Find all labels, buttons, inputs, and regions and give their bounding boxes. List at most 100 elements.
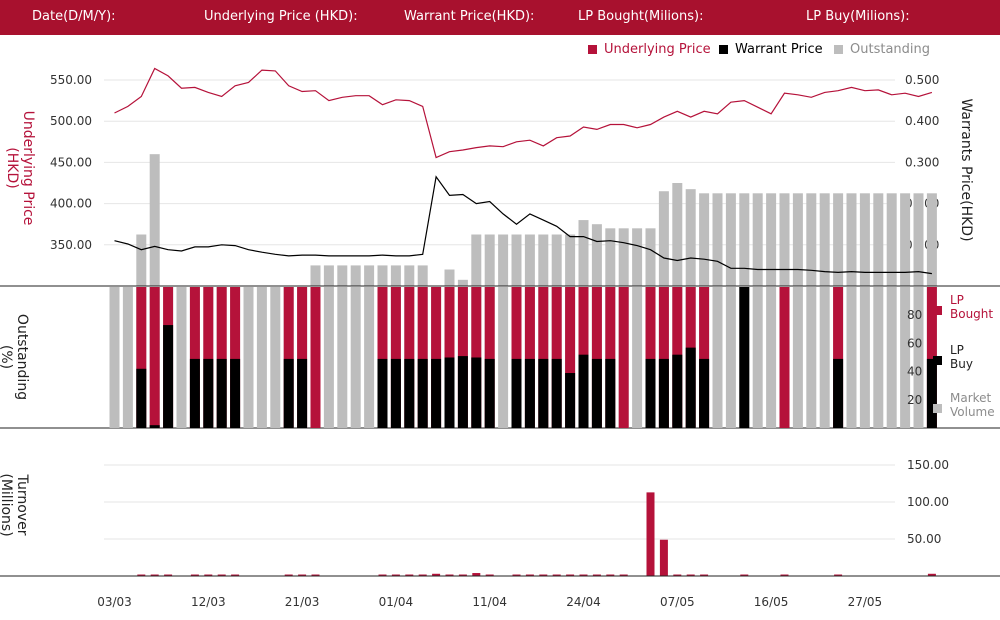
legend-outstanding-swatch — [834, 45, 843, 54]
market-volume-bar — [886, 287, 897, 428]
x-tick-label: 24/04 — [566, 595, 601, 609]
legend-warrant[interactable]: Warrant Price — [719, 42, 823, 57]
x-tick-label: 11/04 — [472, 595, 507, 609]
turnover-bar — [659, 539, 668, 576]
legend-warrant-swatch — [719, 45, 728, 54]
lp-bought-bar — [203, 287, 214, 428]
market-volume-bar — [256, 287, 267, 428]
turnover-bar — [606, 574, 615, 576]
outstanding-legend-label: Market — [950, 391, 992, 405]
lp-buy-bar — [699, 358, 710, 428]
turnover-bar — [391, 574, 400, 576]
left-tick-label: 350.00 — [50, 238, 92, 252]
left-axis-label-line2: (HKD) — [4, 147, 20, 188]
outstanding-bar — [404, 265, 415, 286]
outstanding-bar — [806, 193, 817, 286]
market-volume-bar — [364, 287, 375, 428]
market-volume-bar — [632, 287, 643, 428]
turnover-bar — [552, 574, 561, 576]
turnover-bar — [592, 574, 601, 576]
outstanding-bar — [672, 183, 683, 286]
turnover-axis-label-line2: (Millions) — [0, 473, 14, 536]
lp-bought-bar — [283, 287, 294, 428]
lp-buy-bar — [457, 356, 468, 428]
outstanding-bar — [900, 193, 911, 286]
outstanding-bar — [417, 265, 428, 286]
turnover-tick-label: 150.00 — [907, 458, 949, 472]
outstanding-bar — [538, 234, 549, 286]
lp-buy-bar — [511, 358, 522, 428]
turnover-bar — [472, 573, 481, 576]
market-volume-bar — [819, 287, 830, 428]
lp-buy-label: LP Buy(Milions): — [806, 9, 910, 24]
legend-outstanding[interactable]: Outstanding — [834, 42, 930, 57]
outstanding-legend-label: Bought — [950, 307, 993, 321]
left-tick-label: 500.00 — [50, 114, 92, 128]
market-volume-bar — [176, 287, 187, 428]
lp-buy-bar — [672, 354, 683, 428]
outstanding-bar — [658, 191, 669, 286]
turnover-bar — [458, 574, 467, 576]
legend-underlying[interactable]: Underlying Price — [588, 42, 711, 57]
turnover-bar — [686, 574, 695, 576]
outstanding-bar — [766, 193, 777, 286]
lp-bought-bar — [136, 287, 147, 428]
lp-bought-bar — [565, 287, 576, 428]
outstanding-legend-label: Volume — [950, 405, 995, 419]
lp-bought-bar — [551, 287, 562, 428]
outstanding-bar — [752, 193, 763, 286]
turnover-bar — [298, 574, 307, 576]
outstanding-bar — [926, 193, 937, 286]
lp-buy-bar — [136, 368, 147, 428]
lp-buy-bar — [431, 358, 442, 428]
market-volume-bar — [122, 287, 133, 428]
lp-bought-bar — [310, 287, 321, 428]
lp-buy-bar — [390, 358, 401, 428]
outstanding-bar — [618, 228, 629, 286]
lp-buy-bar — [203, 358, 214, 428]
lp-bought-bar — [618, 287, 629, 428]
lp-buy-bar — [833, 358, 844, 428]
market-volume-bar — [913, 287, 924, 428]
turnover-bar — [418, 574, 427, 576]
market-volume-bar — [900, 287, 911, 428]
lp-bought-bar — [605, 287, 616, 428]
right-tick-label: 0.300 — [905, 155, 939, 169]
lp-bought-bar — [524, 287, 535, 428]
turnover-bar — [378, 574, 387, 576]
lp-bought-bar — [417, 287, 428, 428]
turnover-bar — [834, 574, 843, 576]
outstanding-bar — [337, 265, 348, 286]
outstanding-bar — [471, 234, 482, 286]
lp-buy-bar — [685, 347, 696, 428]
turnover-bar — [566, 574, 575, 576]
turnover-bar — [700, 574, 709, 576]
outstanding-bar — [833, 193, 844, 286]
lp-buy-bar — [926, 358, 937, 428]
lp-buy-bar — [444, 357, 455, 428]
lp-buy-bar — [230, 358, 241, 428]
outstanding-legend-swatch — [933, 306, 942, 315]
right-tick-label: 0.500 — [905, 73, 939, 87]
outstanding-tick-label: 60 — [907, 336, 922, 350]
x-tick-label: 01/04 — [379, 595, 414, 609]
outstanding-bar — [457, 279, 468, 286]
outstanding-bar — [685, 189, 696, 286]
turnover-bar — [190, 574, 199, 576]
market-volume-bar — [846, 287, 857, 428]
outstanding-bar — [739, 193, 750, 286]
outstanding-bar — [551, 234, 562, 286]
turnover-axis-label-line1: Turnover — [14, 474, 30, 536]
left-axis-label-line1: Underlying Price — [20, 111, 36, 226]
turnover-bar — [579, 574, 588, 576]
outstanding-bar — [699, 193, 710, 286]
lp-bought-bar — [484, 287, 495, 428]
lp-bought-bar — [538, 287, 549, 428]
outstanding-legend-label: Buy — [950, 357, 973, 371]
turnover-bar — [525, 574, 534, 576]
lp-buy-bar — [417, 358, 428, 428]
outstanding-bar — [886, 193, 897, 286]
lp-buy-bar — [297, 358, 308, 428]
outstanding-bar — [323, 265, 334, 286]
turnover-bar — [204, 574, 213, 576]
